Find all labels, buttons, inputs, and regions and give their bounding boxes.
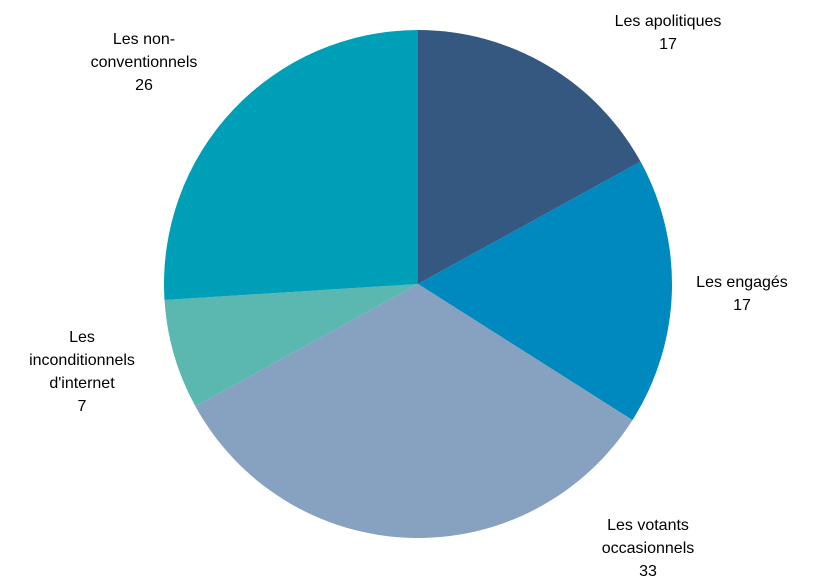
value-label: 7 (77, 398, 87, 415)
value-label: 26 (135, 77, 153, 94)
pie-slice (164, 284, 418, 407)
pie-slice (195, 284, 633, 538)
category-label: Les engagés (696, 274, 788, 291)
category-label: Les apolitiques (614, 13, 722, 30)
pie-slice (418, 30, 641, 284)
value-label: 17 (733, 297, 751, 314)
slice-label: Les apolitiques 17 (603, 10, 733, 56)
slice-label: Les inconditionnels d'internet 7 (17, 326, 147, 418)
category-label: Les inconditionnels d'internet (29, 329, 135, 392)
category-label: Les non-conventionnels (90, 31, 198, 71)
pie-slice (418, 161, 673, 421)
value-label: 17 (659, 36, 677, 53)
value-label: 33 (639, 563, 657, 580)
category-label: Les votants occasionnels (601, 517, 695, 557)
slice-label: Les non-conventionnels 26 (79, 28, 209, 97)
slice-label: Les votants occasionnels 33 (583, 514, 713, 583)
pie-slice (163, 30, 418, 300)
slice-label: Les engagés 17 (677, 271, 807, 317)
